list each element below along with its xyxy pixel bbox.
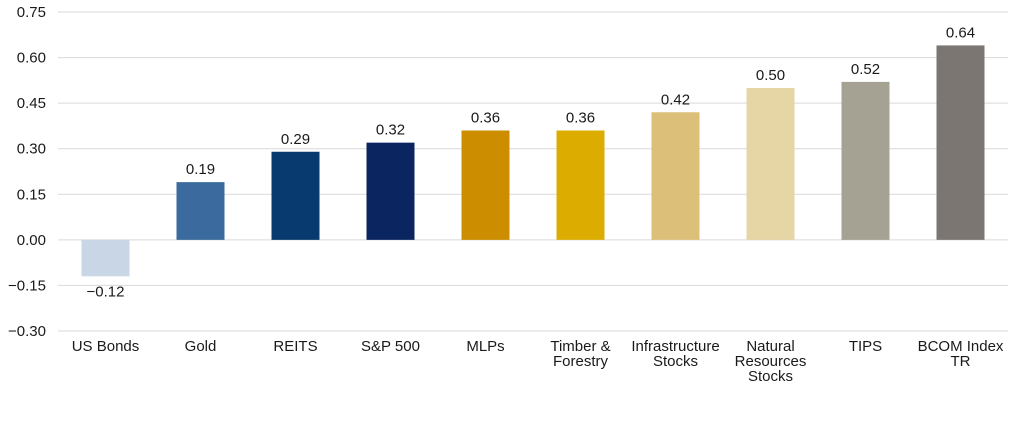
y-tick-label: 0.60: [17, 50, 46, 67]
bar: [461, 130, 510, 240]
category-label-line: Natural: [746, 338, 794, 355]
bar: [81, 239, 130, 277]
category-label-line: Forestry: [553, 353, 609, 370]
bar: [651, 112, 700, 240]
category-label-line: Infrastructure: [631, 338, 719, 355]
data-labels: −0.12 0.19 0.29 0.32 0.36 0.36 0.42 0.50 0.52 0.6…: [87, 24, 976, 300]
category-label: S&P 500: [361, 338, 420, 355]
bars: [81, 45, 985, 277]
category-label: US Bonds: [72, 338, 140, 355]
category-label-line: MLPs: [466, 338, 504, 355]
y-tick-label: −0.15: [8, 277, 46, 294]
y-tick-label: 0.75: [17, 4, 46, 21]
data-label: 0.36: [566, 109, 595, 126]
category-label-line: S&P 500: [361, 338, 420, 355]
category-label: BCOM Index TR: [918, 338, 1004, 370]
category-label-line: TR: [951, 353, 971, 370]
category-label: Timber & Forestry: [550, 338, 610, 370]
category-label: Infrastructure Stocks: [631, 338, 719, 370]
data-label: 0.50: [756, 67, 785, 84]
category-label-line: Resources: [735, 353, 807, 370]
category-label: TIPS: [849, 338, 882, 355]
category-label-line: Timber &: [550, 338, 610, 355]
category-labels: US Bonds Gold REITS S&P 500 MLPs Timber & Fore…: [72, 338, 1004, 385]
category-label-line: BCOM Index: [918, 338, 1004, 355]
y-tick-label: 0.45: [17, 95, 46, 112]
data-label: 0.36: [471, 109, 500, 126]
data-label: 0.52: [851, 61, 880, 78]
category-label-line: TIPS: [849, 338, 882, 355]
y-tick-label: 0.30: [17, 141, 46, 158]
category-label: REITS: [273, 338, 317, 355]
bar: [746, 87, 795, 240]
bar: [176, 182, 225, 240]
data-label: −0.12: [87, 283, 125, 300]
category-label-line: US Bonds: [72, 338, 140, 355]
y-tick-label: 0.15: [17, 186, 46, 203]
data-label: 0.32: [376, 122, 405, 139]
bar: [936, 45, 985, 240]
data-label: 0.19: [186, 161, 215, 178]
data-label: 0.64: [946, 24, 975, 41]
y-tick-label: 0.00: [17, 232, 46, 249]
category-label-line: Gold: [185, 338, 217, 355]
bar: [271, 151, 320, 240]
y-axis-ticks: 0.75 0.60 0.45 0.30 0.15 0.00 −0.15 −0.30: [8, 4, 46, 340]
category-label-line: Stocks: [748, 368, 793, 385]
bar: [841, 81, 890, 240]
data-label: 0.29: [281, 131, 310, 148]
data-label: 0.42: [661, 91, 690, 108]
category-label: Gold: [185, 338, 217, 355]
category-label: Natural Resources Stocks: [735, 338, 807, 385]
bar: [556, 130, 605, 240]
y-tick-label: −0.30: [8, 323, 46, 340]
category-label-line: REITS: [273, 338, 317, 355]
category-label: MLPs: [466, 338, 504, 355]
category-label-line: Stocks: [653, 353, 698, 370]
bar: [366, 142, 415, 240]
